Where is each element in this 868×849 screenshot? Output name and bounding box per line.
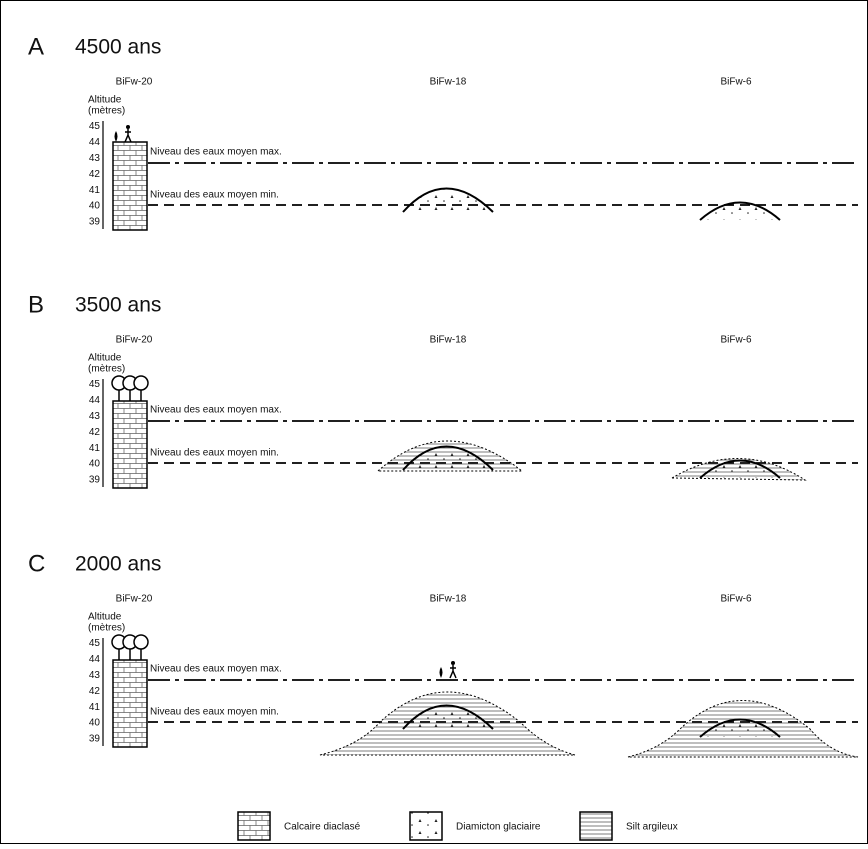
site-label: BiFw-20 [116,77,153,88]
axis-label: Altitude [88,612,122,623]
tick-label: 41 [89,702,101,713]
tick-label: 42 [89,686,101,697]
site-label: BiFw-6 [720,77,752,88]
min-level-label: Niveau des eaux moyen min. [150,190,279,201]
min-level-label: Niveau des eaux moyen min. [150,707,279,718]
diamicton-outline [402,187,494,213]
panel: C 2000 ans BiFw-20 BiFw-18 BiFw-6 Altitude(mè… [28,550,859,758]
axis-label: (mètres) [88,364,125,375]
axis-label: (mètres) [88,623,125,634]
legend-label: Calcaire diaclasé [284,822,361,833]
legend-label: Diamicton glaciaire [456,822,541,833]
tick-label: 40 [89,718,101,729]
diamicton-outline [402,445,494,471]
tick-label: 40 [89,459,101,470]
site-label: BiFw-6 [720,594,752,605]
tick-label: 43 [89,670,101,681]
tick-label: 45 [89,121,101,132]
tree-crown [133,375,149,391]
panel-letter: C [28,550,45,577]
panel-letter: B [28,291,44,318]
tick-label: 44 [89,654,101,665]
tick-label: 41 [89,443,101,454]
min-level-label: Niveau des eaux moyen min. [150,448,279,459]
fire [439,667,443,678]
panel-title: 2000 ans [75,553,161,576]
tick-label: 39 [89,734,101,745]
tick-label: 44 [89,137,101,148]
person-head [126,125,130,129]
axis-label: (mètres) [88,106,125,117]
panel: A 4500 ans BiFw-20 BiFw-18 BiFw-6 Altitude(mè… [28,33,858,231]
diamicton-outline [699,201,781,221]
site-label: BiFw-20 [116,594,153,605]
tick-label: 41 [89,185,101,196]
person-head [451,661,455,665]
site-label: BiFw-18 [430,77,467,88]
person [124,129,132,143]
tree-crown [133,634,149,650]
site-label: BiFw-18 [430,335,467,346]
panel-letter: A [28,33,44,60]
limestone-column [112,659,148,748]
tick-label: 40 [89,201,101,212]
tick-label: 39 [89,475,101,486]
diamicton-outline [699,718,781,738]
panel-title: 4500 ans [75,36,161,59]
max-level-label: Niveau des eaux moyen max. [150,147,282,158]
max-level-label: Niveau des eaux moyen max. [150,664,282,675]
tick-label: 39 [89,217,101,228]
site-label: BiFw-18 [430,594,467,605]
tick-label: 43 [89,411,101,422]
legend-swatch [579,811,613,841]
tick-label: 45 [89,379,101,390]
axis-label: Altitude [88,95,122,106]
tick-label: 45 [89,638,101,649]
site-label: BiFw-20 [116,335,153,346]
panel-title: 3500 ans [75,294,161,317]
axis-label: Altitude [88,353,122,364]
tick-label: 42 [89,169,101,180]
legend-swatch [409,811,443,841]
panel: B 3500 ans BiFw-20 BiFw-18 BiFw-6 Altitude(mè… [28,291,858,489]
fire [114,131,118,142]
tick-label: 43 [89,153,101,164]
legend-swatch [237,811,271,841]
max-level-label: Niveau des eaux moyen max. [150,405,282,416]
site-label: BiFw-6 [720,335,752,346]
diamicton-outline [699,459,781,479]
legend-label: Silt argileux [626,822,678,833]
limestone-column [112,141,148,231]
tick-label: 42 [89,427,101,438]
limestone-column [112,400,148,489]
person [449,665,457,679]
diamicton-outline [402,704,494,730]
tick-label: 44 [89,395,101,406]
